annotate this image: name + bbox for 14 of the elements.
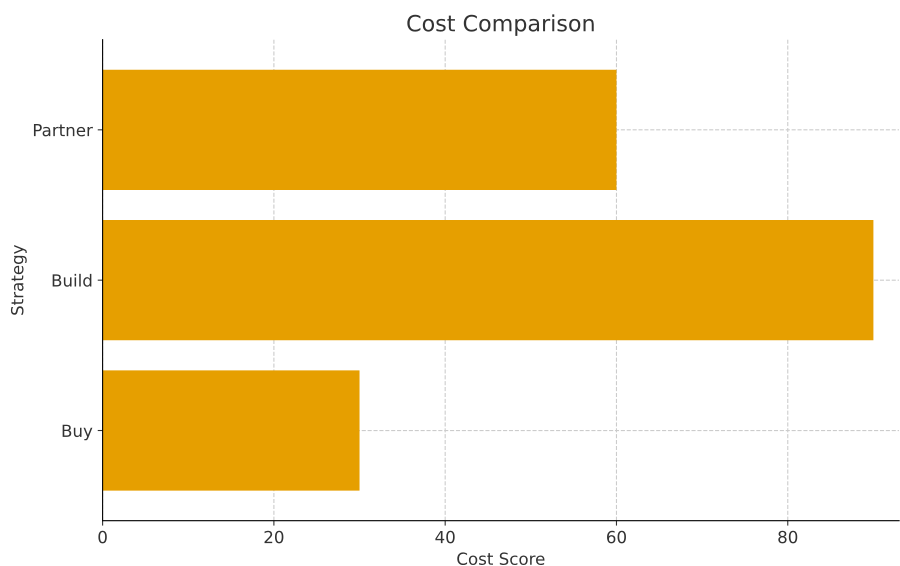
y-tick-label: Partner — [34, 124, 93, 136]
bar — [102, 370, 360, 491]
y-tick-label: Buy — [62, 424, 92, 440]
x-tick-label: 40 — [435, 530, 455, 544]
y-tick-label: Build — [52, 274, 92, 287]
x-tick-label: 20 — [264, 530, 284, 544]
x-tick-label: 60 — [607, 530, 626, 544]
chart-title: Cost Comparison — [407, 14, 594, 36]
y-axis-title: Strategy — [10, 244, 27, 315]
bar — [102, 70, 616, 190]
bar — [102, 220, 874, 340]
x-axis-title: Cost Score — [457, 552, 544, 566]
x-tick-label: 80 — [778, 530, 798, 544]
x-tick-label: 0 — [98, 530, 107, 544]
